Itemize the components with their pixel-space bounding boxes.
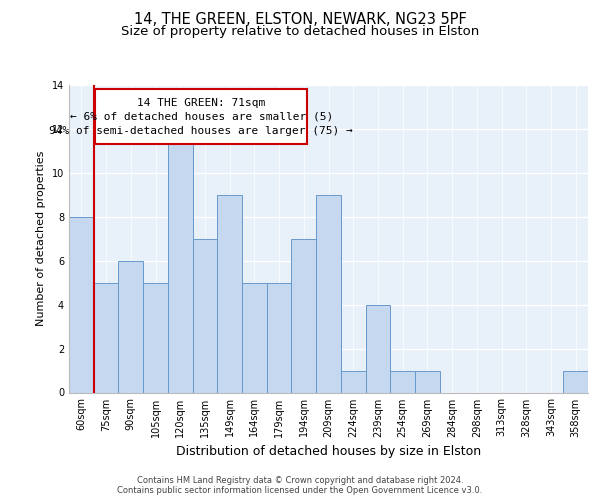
Bar [390, 370, 415, 392]
Text: 14 THE GREEN: 71sqm
← 6% of detached houses are smaller (5)
94% of semi-detached: 14 THE GREEN: 71sqm ← 6% of detached hou… [49, 98, 353, 136]
Bar [118, 260, 143, 392]
Text: 14, THE GREEN, ELSTON, NEWARK, NG23 5PF: 14, THE GREEN, ELSTON, NEWARK, NG23 5PF [134, 12, 466, 28]
Bar [69, 217, 94, 392]
Bar [193, 239, 217, 392]
Bar [242, 282, 267, 393]
Bar [217, 195, 242, 392]
Bar [415, 370, 440, 392]
Bar [292, 239, 316, 392]
FancyBboxPatch shape [95, 90, 307, 144]
Bar [94, 282, 118, 393]
Bar [267, 282, 292, 393]
Y-axis label: Number of detached properties: Number of detached properties [36, 151, 46, 326]
Bar [365, 304, 390, 392]
X-axis label: Distribution of detached houses by size in Elston: Distribution of detached houses by size … [176, 445, 481, 458]
Bar [341, 370, 365, 392]
Bar [563, 370, 588, 392]
Text: Contains HM Land Registry data © Crown copyright and database right 2024.
Contai: Contains HM Land Registry data © Crown c… [118, 476, 482, 495]
Bar [316, 195, 341, 392]
Bar [143, 282, 168, 393]
Text: Size of property relative to detached houses in Elston: Size of property relative to detached ho… [121, 25, 479, 38]
Bar [168, 129, 193, 392]
